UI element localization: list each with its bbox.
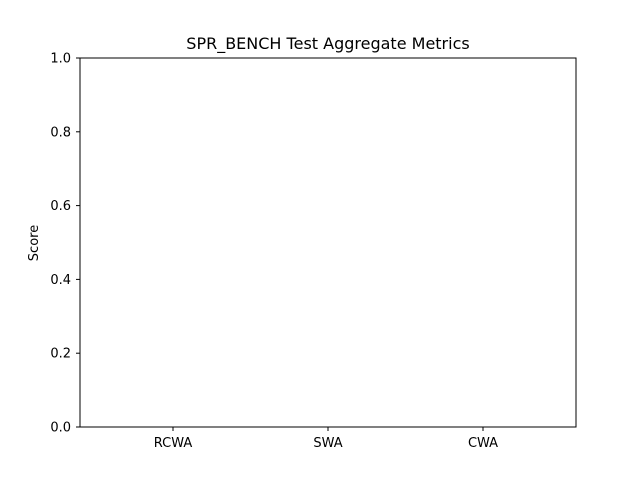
y-tick-label: 0.0 — [50, 421, 71, 436]
y-tick-label: 0.2 — [50, 347, 71, 362]
plot-area-frame — [79, 57, 577, 428]
x-tick-label: RCWA — [154, 436, 193, 451]
x-tick-label: SWA — [313, 436, 342, 451]
y-tick-label: 0.4 — [50, 273, 71, 288]
x-tick-label: CWA — [468, 436, 498, 451]
y-axis-label: Score — [27, 224, 42, 262]
y-tick-label: 1.0 — [50, 52, 71, 67]
x-axis: RCWA SWA CWA — [154, 427, 498, 451]
y-tick-label: 0.6 — [50, 199, 71, 214]
chart-title: SPR_BENCH Test Aggregate Metrics — [186, 34, 470, 53]
y-axis: 0.0 0.2 0.4 0.6 0.8 1.0 — [50, 52, 80, 436]
y-tick-label: 0.8 — [50, 125, 71, 140]
